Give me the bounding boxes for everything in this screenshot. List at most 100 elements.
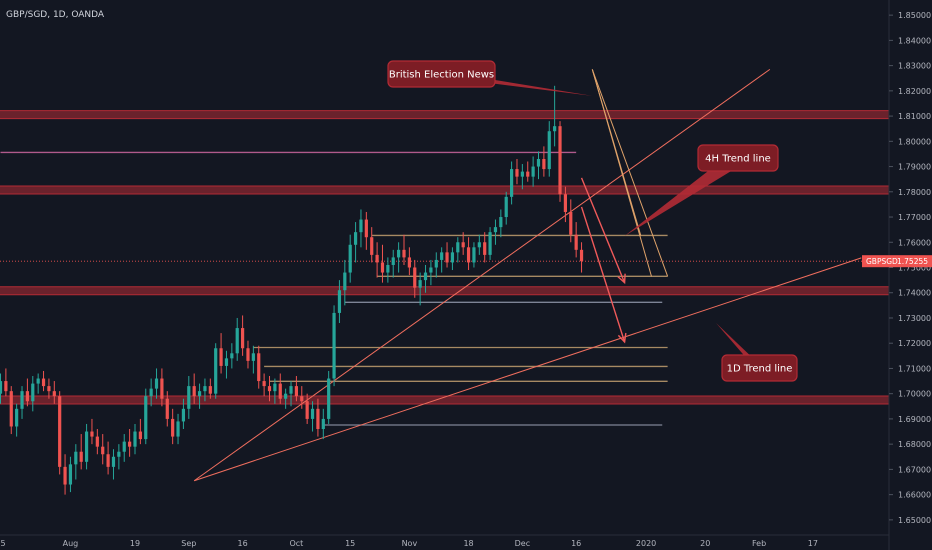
sr-zones [0,110,889,405]
candle-body [197,391,202,397]
candle-body [192,386,196,397]
candle-body [477,242,481,248]
candles [0,85,584,495]
candle-body [257,353,261,382]
candle-body [542,158,546,170]
y-tick-label: 1.75000 [898,264,931,273]
x-tick-label: 18 [463,539,473,548]
candle-body [74,451,78,465]
callout-pointer [624,154,746,236]
y-tick-label: 1.79000 [898,163,931,172]
candle-body [579,249,584,262]
candle-body [499,217,503,228]
y-tick-label: 1.84000 [898,36,931,45]
y-tick-label: 1.82000 [898,87,931,96]
x-tick-label: 19 [130,539,140,548]
callout-box [721,354,798,382]
candle-body [547,131,551,170]
y-tick-label: 1.70000 [898,390,931,399]
chart-title: GBP/SGD, 1D, OANDA [6,10,105,20]
candle-body [4,381,8,392]
candle-body [483,242,487,255]
candle-body [117,451,121,457]
candle-body [246,348,250,361]
x-tick-label: Oct [289,539,303,548]
sr-zone [0,110,889,119]
candle-body [149,388,153,397]
candle-body [251,353,255,361]
y-tick-label: 1.71000 [898,364,931,373]
candle-body [423,272,428,281]
candle-body [47,386,51,392]
x-tick-label: 15 [0,539,6,548]
y-tick-label: 1.72000 [898,339,931,348]
horizontal-levels [0,151,889,426]
candle-body [359,219,363,233]
candle-body [187,386,191,409]
x-tick-label: 17 [808,539,818,548]
candle-body [267,386,272,392]
y-tick-label: 1.66000 [898,491,931,500]
annotations: British Election News 4H Trend line 1D Tre… [387,60,798,382]
x-tick-label: 16 [238,539,248,548]
callout-pointer [716,323,768,372]
candle-body [63,466,67,485]
sr-zone [0,286,889,295]
candle-body [488,232,492,255]
current-price-tag: GBPSGD 1.75255 [862,255,932,268]
x-tick-label: 2020 [636,539,656,548]
y-tick-label: 1.74000 [898,289,931,298]
x-tick-label: Sep [181,539,196,548]
short-projection-arrow [580,177,626,283]
candle-body [138,431,142,440]
candle-body [563,194,567,212]
y-tick-label: 1.80000 [898,137,931,146]
candle-body [278,383,282,399]
candle-body [440,252,444,260]
long-projection-arrow-head [617,332,627,344]
candle-body [569,211,573,235]
drawing-tools [580,69,669,344]
candle-body [41,378,46,387]
candle-body [106,454,110,467]
price-axis[interactable]: 1.65000 1.66000 1.67000 1.68000 1.69000 1.700… [889,11,931,525]
candle-body [0,381,3,394]
candle-body [208,386,212,394]
candle-body [445,252,449,263]
y-tick-label: 1.78000 [898,188,931,197]
x-tick-label: 20 [700,539,710,548]
candle-body [214,348,218,394]
candle-body [456,242,460,253]
candle-body [36,378,40,384]
y-tick-label: 1.65000 [898,516,931,525]
price-tag-value: 1.75255 [897,257,928,266]
candle-body [472,247,476,263]
candle-body [574,234,578,250]
candle-body [310,408,315,419]
time-axis[interactable]: 15Aug19Sep16Oct15Nov18Dec16202020Feb17 [0,539,818,548]
candle-body [111,456,116,467]
candle-body [553,126,557,132]
candle-body [493,227,498,233]
candle-body [407,257,411,268]
candle-body [128,441,132,447]
candle-body [235,328,239,354]
candle-body [531,166,535,177]
candle-body [327,378,331,419]
candle-body [165,398,169,419]
callout-box [697,144,779,172]
short-projection-arrow-head [617,273,626,285]
candle-body [154,378,159,389]
candle-body [294,386,298,397]
y-tick-label: 1.81000 [898,112,931,121]
sr-zone [0,186,889,195]
candle-body [510,169,514,197]
candle-body [337,290,342,313]
candle-body [224,358,229,366]
candle-body [515,169,519,177]
candle-body [413,267,417,288]
y-tick-label: 1.77000 [898,213,931,222]
y-tick-label: 1.73000 [898,314,931,323]
